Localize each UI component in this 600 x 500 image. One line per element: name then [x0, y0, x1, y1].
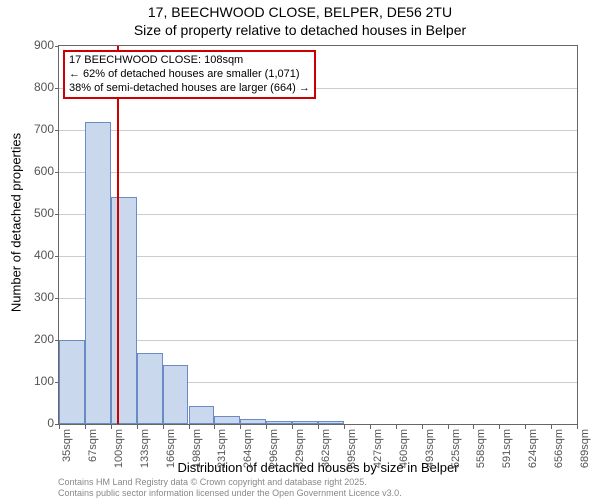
plot-area: 17 BEECHWOOD CLOSE: 108sqm← 62% of detac… — [58, 45, 578, 425]
xtick-label: 329sqm — [294, 429, 306, 479]
xtick-mark — [137, 425, 138, 429]
histogram-bar — [292, 421, 318, 424]
xtick-label: 624sqm — [527, 429, 539, 479]
gridline — [59, 130, 577, 131]
gridline — [59, 172, 577, 173]
xtick-label: 591sqm — [501, 429, 513, 479]
ytick-mark — [55, 256, 59, 257]
xtick-label: 264sqm — [242, 429, 254, 479]
xtick-label: 656sqm — [553, 429, 565, 479]
xtick-mark — [189, 425, 190, 429]
ytick-label: 600 — [14, 164, 54, 178]
annotation-line3: 38% of semi-detached houses are larger (… — [69, 82, 310, 96]
xtick-label: 296sqm — [268, 429, 280, 479]
ytick-mark — [55, 172, 59, 173]
xtick-label: 493sqm — [424, 429, 436, 479]
xtick-mark — [85, 425, 86, 429]
xtick-mark — [318, 425, 319, 429]
xtick-label: 525sqm — [450, 429, 462, 479]
histogram-bar — [163, 365, 189, 424]
xtick-label: 166sqm — [165, 429, 177, 479]
ytick-label: 400 — [14, 248, 54, 262]
x-axis-label: Distribution of detached houses by size … — [58, 460, 578, 475]
histogram-bar — [240, 419, 266, 424]
xtick-mark — [111, 425, 112, 429]
annotation-line2: ← 62% of detached houses are smaller (1,… — [69, 68, 310, 82]
xtick-label: 558sqm — [475, 429, 487, 479]
xtick-mark — [344, 425, 345, 429]
xtick-label: 198sqm — [191, 429, 203, 479]
xtick-mark — [370, 425, 371, 429]
xtick-label: 35sqm — [61, 429, 73, 479]
xtick-mark — [448, 425, 449, 429]
chart-title-line1: 17, BEECHWOOD CLOSE, BELPER, DE56 2TU — [0, 4, 600, 20]
annotation-line1: 17 BEECHWOOD CLOSE: 108sqm — [69, 54, 310, 68]
xtick-label: 67sqm — [87, 429, 99, 479]
ytick-mark — [55, 298, 59, 299]
ytick-label: 900 — [14, 38, 54, 52]
chart-footer: Contains HM Land Registry data © Crown c… — [58, 477, 402, 498]
histogram-bar — [214, 416, 240, 424]
gridline — [59, 340, 577, 341]
xtick-mark — [396, 425, 397, 429]
ytick-label: 100 — [14, 374, 54, 388]
histogram-bar — [59, 340, 85, 424]
chart-container: { "chart": { "type": "histogram", "title… — [0, 0, 600, 500]
marker-line — [117, 46, 119, 424]
xtick-mark — [551, 425, 552, 429]
histogram-bar — [318, 421, 344, 424]
xtick-label: 395sqm — [346, 429, 358, 479]
xtick-label: 100sqm — [113, 429, 125, 479]
chart-title-line2: Size of property relative to detached ho… — [0, 22, 600, 38]
xtick-label: 362sqm — [320, 429, 332, 479]
histogram-bar — [111, 197, 137, 424]
ytick-mark — [55, 214, 59, 215]
annotation-box: 17 BEECHWOOD CLOSE: 108sqm← 62% of detac… — [63, 50, 316, 99]
ytick-label: 700 — [14, 122, 54, 136]
xtick-label: 133sqm — [139, 429, 151, 479]
histogram-bar — [137, 353, 163, 424]
xtick-label: 231sqm — [216, 429, 228, 479]
xtick-mark — [577, 425, 578, 429]
footer-line2: Contains public sector information licen… — [58, 488, 402, 498]
ytick-label: 800 — [14, 80, 54, 94]
gridline — [59, 256, 577, 257]
xtick-mark — [59, 425, 60, 429]
ytick-label: 500 — [14, 206, 54, 220]
histogram-bar — [266, 421, 292, 424]
xtick-label: 427sqm — [372, 429, 384, 479]
ytick-label: 200 — [14, 332, 54, 346]
xtick-mark — [163, 425, 164, 429]
histogram-bar — [85, 122, 111, 424]
histogram-bar — [189, 406, 215, 424]
ytick-label: 0 — [14, 416, 54, 430]
xtick-label: 460sqm — [398, 429, 410, 479]
ytick-mark — [55, 130, 59, 131]
ytick-label: 300 — [14, 290, 54, 304]
xtick-mark — [292, 425, 293, 429]
gridline — [59, 298, 577, 299]
ytick-mark — [55, 46, 59, 47]
xtick-mark — [422, 425, 423, 429]
gridline — [59, 214, 577, 215]
xtick-label: 689sqm — [579, 429, 591, 479]
ytick-mark — [55, 88, 59, 89]
